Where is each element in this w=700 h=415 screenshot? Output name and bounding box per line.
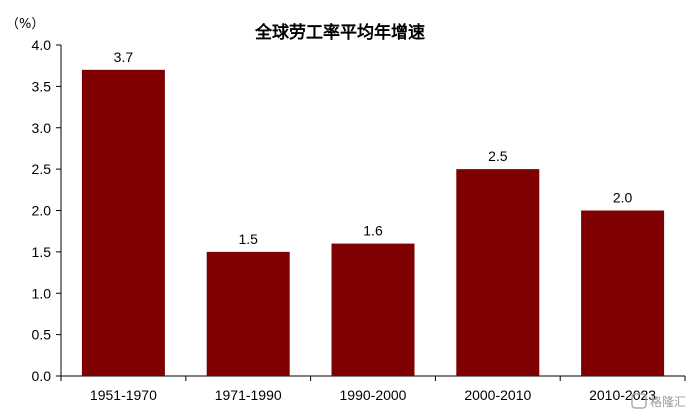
data-label: 1.6 — [363, 223, 383, 239]
y-tick-label: 1.5 — [32, 244, 52, 260]
bar — [456, 169, 540, 376]
watermark: 格隆汇 — [631, 393, 686, 409]
data-label: 1.5 — [238, 231, 258, 247]
bar — [206, 251, 290, 376]
data-label: 2.5 — [488, 148, 508, 164]
data-labels: 3.7 1.5 1.6 2.5 2.0 — [114, 49, 633, 247]
x-axis — [60, 375, 686, 381]
watermark-text: 格隆汇 — [650, 394, 686, 409]
y-tick-label: 0.5 — [32, 327, 52, 343]
data-label: 3.7 — [114, 49, 134, 65]
y-tick-label: 4.0 — [32, 37, 52, 53]
bar — [81, 69, 165, 376]
x-category-label: 1990-2000 — [340, 387, 407, 403]
chart-title: 全球劳工率平均年增速 — [254, 22, 425, 43]
y-tick-label: 2.5 — [32, 161, 52, 177]
data-label: 2.0 — [613, 190, 633, 206]
y-tick-label: 3.5 — [32, 78, 52, 94]
x-category-label: 1971-1990 — [215, 387, 282, 403]
y-tick-label: 0.0 — [32, 368, 52, 384]
y-tick-label: 1.0 — [32, 285, 52, 301]
bar-series — [81, 69, 665, 376]
category-labels: 1951-1970 1971-1990 1990-2000 2000-2010 2010… — [90, 387, 656, 403]
x-category-label: 2010-2023 — [589, 387, 656, 403]
bar — [331, 243, 415, 376]
y-axis: 0.0 0.5 1.0 1.5 2.0 2.5 3.0 3.5 4.0 — [32, 37, 62, 384]
y-tick-label: 2.0 — [32, 203, 52, 219]
bar — [581, 210, 665, 376]
x-category-label: 1951-1970 — [90, 387, 157, 403]
x-category-label: 2000-2010 — [464, 387, 531, 403]
watermark-logo-icon — [631, 393, 647, 409]
y-tick-label: 3.0 — [32, 120, 52, 136]
y-axis-unit-label: （%） — [6, 17, 44, 32]
